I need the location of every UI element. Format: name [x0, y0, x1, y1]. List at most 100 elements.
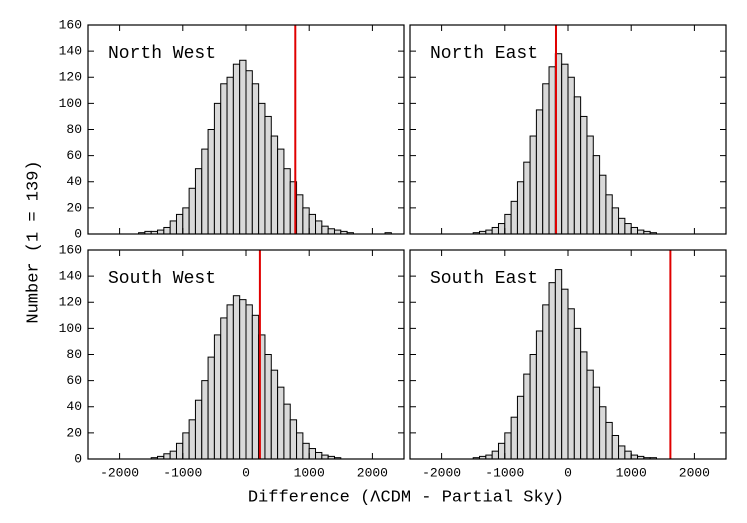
y-tick-label: 0	[74, 451, 82, 466]
bar	[315, 220, 323, 235]
bar	[580, 115, 588, 235]
bar	[264, 354, 272, 460]
x-tick-label: 1000	[616, 465, 647, 480]
bar	[270, 135, 279, 235]
bar	[497, 223, 506, 235]
x-tick-label: -2000	[100, 465, 139, 480]
bar	[207, 129, 215, 235]
y-tick-label: 80	[66, 347, 82, 362]
x-tick-label: -1000	[163, 465, 202, 480]
bar	[194, 399, 203, 460]
y-tick-label: 20	[66, 200, 82, 215]
bar	[258, 102, 266, 235]
bar	[277, 386, 285, 460]
bar	[296, 432, 304, 460]
bar	[289, 419, 298, 460]
bar	[510, 416, 518, 460]
y-tick-label: 120	[59, 70, 82, 85]
bar	[554, 269, 563, 460]
bar	[283, 403, 291, 460]
bar	[169, 220, 177, 235]
bar	[194, 168, 203, 235]
bar	[315, 451, 323, 460]
bar	[567, 76, 575, 235]
bar	[618, 445, 626, 460]
bar	[497, 442, 506, 460]
bar	[277, 148, 285, 235]
bar	[302, 207, 310, 235]
bar	[561, 288, 569, 460]
bar	[226, 76, 234, 235]
bar	[624, 450, 632, 460]
y-tick-label: 140	[59, 44, 82, 59]
y-tick-label: 40	[66, 399, 82, 414]
bar	[529, 354, 537, 460]
bar	[220, 83, 228, 235]
bar	[182, 207, 190, 235]
panel-title: North West	[108, 44, 216, 64]
bar	[567, 308, 575, 460]
y-tick-label: 120	[59, 295, 82, 310]
x-tick-label: 0	[242, 465, 250, 480]
bar	[201, 148, 209, 235]
bar	[213, 334, 222, 460]
y-tick-label: 20	[66, 425, 82, 440]
panel-title: North East	[430, 44, 538, 64]
bar	[302, 442, 310, 460]
bar	[510, 200, 518, 235]
bar	[239, 59, 247, 235]
x-tick-label: 2000	[357, 465, 388, 480]
bar	[630, 226, 639, 235]
bar	[580, 351, 588, 460]
bar	[535, 330, 544, 460]
bar	[586, 369, 594, 460]
panel-title: South East	[430, 269, 538, 289]
bar	[504, 432, 512, 460]
bar	[611, 434, 620, 460]
bar	[523, 161, 531, 235]
bar	[516, 181, 525, 235]
bar	[169, 450, 177, 460]
x-tick-label: 0	[564, 465, 572, 480]
bar	[548, 282, 556, 460]
bar	[188, 419, 196, 460]
bar	[611, 207, 620, 235]
bar	[283, 168, 291, 235]
y-tick-label: 80	[66, 122, 82, 137]
bar	[308, 213, 317, 235]
bar	[327, 228, 335, 235]
y-tick-label: 140	[59, 269, 82, 284]
bar	[523, 373, 531, 460]
bar	[618, 217, 626, 235]
bar	[296, 194, 304, 235]
bar	[239, 299, 247, 460]
bar	[573, 96, 582, 235]
panel: North East	[409, 24, 727, 235]
bar	[624, 223, 632, 235]
bar	[245, 70, 253, 235]
bar	[251, 83, 260, 235]
bar	[321, 225, 329, 235]
bar	[270, 369, 279, 460]
bar	[201, 380, 209, 460]
bar	[232, 295, 241, 460]
bar	[163, 226, 171, 235]
bar	[226, 304, 234, 460]
bar	[573, 327, 582, 460]
y-tick-label: 60	[66, 148, 82, 163]
x-tick-label: -2000	[422, 465, 461, 480]
panel: -2000 -1000 0 1000 2000 0 20 40 60 80 100 120 140 160…	[59, 242, 405, 480]
bar	[232, 63, 241, 235]
bar	[535, 109, 544, 235]
y-tick-label: 60	[66, 373, 82, 388]
bar	[251, 314, 260, 460]
bar	[605, 194, 613, 235]
y-axis-label: Number (1 = 139)	[24, 160, 43, 323]
bar	[605, 421, 613, 460]
bar	[491, 226, 499, 235]
bar	[220, 317, 228, 460]
bar	[516, 395, 525, 460]
y-tick-label: 160	[59, 17, 82, 32]
bar	[504, 213, 512, 235]
